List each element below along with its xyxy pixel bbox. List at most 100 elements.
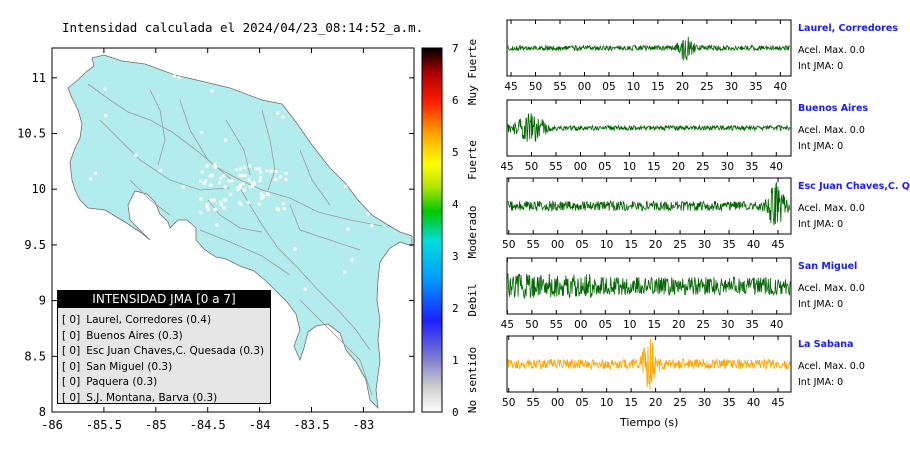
station-info: Laurel, Corredores Acel. Max. 0.0 Int JMA:… <box>798 23 898 75</box>
waveform-xtick-label: 35 <box>749 81 762 93</box>
waveform-xtick-label: 05 <box>598 161 611 173</box>
colorbar-category-label: Moderado <box>466 206 479 259</box>
station-accel: Acel. Max. 0.0 <box>798 283 865 294</box>
station-info: San Miguel Acel. Max. 0.0 Int JMA: 0 <box>798 261 865 313</box>
colorbar-category-label: Muy Fuerte <box>466 39 479 105</box>
station-dot <box>234 168 238 172</box>
station-jma: Int JMA: 0 <box>798 141 844 152</box>
map-ytick-label: 9 <box>39 294 46 308</box>
station-dot <box>199 211 203 215</box>
map-ytick-label: 8 <box>39 405 46 419</box>
station-dot <box>239 202 243 206</box>
waveform-xtick-label: 10 <box>623 161 636 173</box>
legend-row-station: Paquera (0.3) <box>86 376 158 388</box>
station-accel: Acel. Max. 0.0 <box>798 45 865 56</box>
legend-row-level: [ 0] <box>62 329 81 342</box>
station-dot <box>274 178 278 182</box>
station-dot <box>246 200 250 204</box>
station-dot <box>202 182 206 186</box>
station-dot <box>229 192 233 196</box>
map-ytick-label: 10 <box>32 182 46 196</box>
waveform-xtick-label: 50 <box>525 161 538 173</box>
station-jma: Int JMA: 0 <box>798 299 844 310</box>
station-dot <box>346 227 350 231</box>
waveform-panel: 50 55 00 05 10 15 20 25 30 35 40 45 <box>502 335 792 409</box>
station-dot <box>274 170 278 174</box>
waveform-trace <box>507 273 791 299</box>
station-dot <box>243 174 247 178</box>
station-dot <box>206 208 210 212</box>
legend-row-level: [ 0] <box>62 360 81 373</box>
station-dot <box>293 247 297 251</box>
station-jma: Int JMA: 0 <box>798 219 844 230</box>
waveform-xtick-label: 30 <box>698 397 711 409</box>
station-dot <box>205 164 209 168</box>
station-dot <box>89 177 93 181</box>
legend-row: [ 0] Esc Juan Chaves,C. Quesada (0.3) <box>62 344 270 360</box>
station-dot <box>262 194 266 198</box>
waveform-panel: 45 50 55 00 05 10 15 20 25 30 35 40 <box>500 99 792 173</box>
station-dot <box>213 163 217 167</box>
legend-row-station: S.J. Montana, Barva (0.3) <box>86 391 218 404</box>
colorbar-category-label: Debil <box>466 283 479 316</box>
waveform-xtick-label: 05 <box>575 397 588 409</box>
station-dot <box>177 76 181 80</box>
map-xtick-label: -83.5 <box>293 418 329 432</box>
station-dot <box>199 197 203 201</box>
station-dot <box>247 178 251 182</box>
station-name: Laurel, Corredores <box>798 23 898 34</box>
waveform-xtick-label: 20 <box>649 397 662 409</box>
waveform-xtick-label: 10 <box>627 81 640 93</box>
station-dot <box>265 169 269 173</box>
map-xtick-label: -83 <box>353 418 375 432</box>
map-ytick-label: 8.5 <box>24 349 46 363</box>
waveform-xtick-label: 35 <box>746 319 759 331</box>
waveform-panel: 45 50 55 00 05 10 15 20 25 30 35 40 <box>504 19 792 93</box>
station-dot <box>258 176 262 180</box>
waveform-panels: 45 50 55 00 05 10 15 20 25 30 35 40 45 50 55 00 05 10 15 20… <box>500 19 792 409</box>
waveform-xtick-label: 35 <box>722 397 735 409</box>
station-dot <box>281 202 285 206</box>
waveform-xtick-label: 10 <box>600 397 613 409</box>
station-dot <box>213 165 217 169</box>
station-dot <box>248 164 252 168</box>
station-name: Buenos Aires <box>798 103 869 114</box>
waveform-trace <box>507 338 791 390</box>
colorbar-tick-label: 0 <box>452 406 459 419</box>
waveform-xtick-label: 30 <box>698 239 711 251</box>
legend-row: [ 0] San Miguel (0.3) <box>62 360 270 376</box>
station-dot <box>172 74 176 78</box>
station-dot <box>134 153 138 157</box>
station-name: La Sabana <box>798 339 854 350</box>
station-dot <box>223 185 227 189</box>
station-dot <box>257 166 261 170</box>
map-axes: -86 -85.5 -85 -84.5 -84 -83.5 -83 8 8.5 9 9.5 10 10.… <box>17 48 414 432</box>
station-dot <box>260 196 264 200</box>
station-dot <box>251 184 255 188</box>
station-dot <box>236 186 240 190</box>
station-dot <box>181 185 185 189</box>
waveform-xtick-label: 00 <box>551 397 564 409</box>
legend-row-station: San Miguel (0.3) <box>86 360 173 373</box>
station-name: Esc Juan Chaves,C. Qu <box>798 181 910 192</box>
station-dot <box>370 223 374 227</box>
station-dot <box>209 183 213 187</box>
waveform-xtick-label: 45 <box>501 319 514 331</box>
waveform-xtick-label: 40 <box>774 81 787 93</box>
legend-row-level: [ 0] <box>62 314 81 326</box>
station-dot <box>222 174 226 178</box>
station-dot <box>257 202 261 206</box>
map-xtick-label: -85.5 <box>86 418 122 432</box>
station-dot <box>200 170 204 174</box>
colorbar-tick-label: 4 <box>452 198 459 211</box>
station-dot <box>222 197 226 201</box>
colorbar-category-label: No sentido <box>466 347 479 413</box>
legend-row-station: Laurel, Corredores (0.4) <box>86 314 212 326</box>
station-dot <box>158 169 162 173</box>
station-dot <box>210 89 214 93</box>
station-dot <box>227 179 231 183</box>
map-xtick-label: -84 <box>249 418 271 432</box>
station-dot <box>240 174 244 178</box>
legend-row-station: Esc Juan Chaves,C. Quesada (0.3) <box>86 345 265 357</box>
